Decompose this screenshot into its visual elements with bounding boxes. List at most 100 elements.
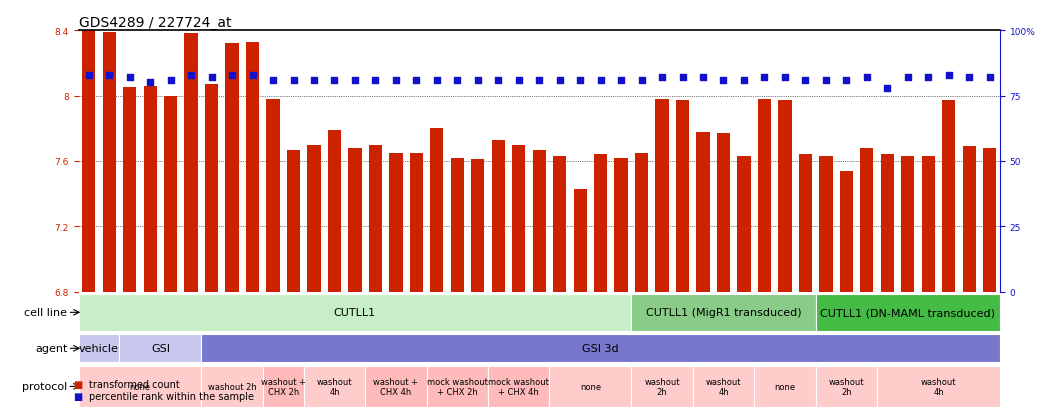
Point — [878, 85, 895, 92]
Text: washout
2h: washout 2h — [644, 377, 680, 396]
Point — [531, 77, 548, 84]
Text: washout 2h: washout 2h — [207, 382, 257, 391]
Bar — [983, 149, 997, 292]
Bar — [634, 153, 648, 292]
Point — [736, 77, 753, 84]
Bar — [594, 155, 607, 292]
Point — [224, 72, 241, 79]
Point — [265, 77, 282, 84]
Text: CUTLL1 (DN-MAML transduced): CUTLL1 (DN-MAML transduced) — [820, 308, 996, 318]
Bar — [103, 33, 116, 292]
Bar — [631, 366, 693, 407]
Point — [715, 77, 732, 84]
Bar — [304, 366, 365, 407]
Bar — [492, 140, 505, 292]
Bar — [143, 86, 157, 292]
Bar — [369, 145, 382, 292]
Point — [203, 75, 220, 81]
Bar — [693, 366, 754, 407]
Text: CUTLL1: CUTLL1 — [334, 308, 376, 318]
Text: GSI 3d: GSI 3d — [582, 344, 619, 354]
Text: mock washout
+ CHX 4h: mock washout + CHX 4h — [488, 377, 550, 396]
Text: agent: agent — [36, 344, 67, 354]
Point — [961, 75, 978, 81]
Bar — [778, 101, 792, 292]
Point — [244, 72, 261, 79]
Point — [940, 72, 957, 79]
Point — [777, 75, 794, 81]
Bar — [737, 157, 751, 292]
Bar — [409, 153, 423, 292]
Bar — [79, 335, 119, 363]
Point — [756, 75, 773, 81]
Point — [81, 72, 97, 79]
Bar — [308, 145, 320, 292]
Bar — [263, 366, 304, 407]
Text: washout
2h: washout 2h — [828, 377, 864, 396]
Point — [552, 77, 569, 84]
Text: cell line: cell line — [24, 308, 67, 318]
Text: percentile rank within the sample: percentile rank within the sample — [89, 392, 254, 401]
Point — [859, 75, 875, 81]
Bar — [119, 335, 201, 363]
Text: CUTLL1 (MigR1 transduced): CUTLL1 (MigR1 transduced) — [646, 308, 801, 318]
Bar — [533, 150, 545, 292]
Point — [490, 77, 507, 84]
Bar — [840, 171, 853, 292]
Bar — [881, 155, 894, 292]
Bar — [921, 157, 935, 292]
Bar — [655, 100, 669, 292]
Bar — [877, 366, 1000, 407]
Bar — [205, 85, 218, 292]
Point — [387, 77, 404, 84]
Point — [183, 72, 200, 79]
Bar — [512, 145, 526, 292]
Point — [101, 72, 117, 79]
Point — [899, 75, 916, 81]
Text: washout +
CHX 2h: washout + CHX 2h — [261, 377, 306, 396]
Bar — [754, 366, 816, 407]
Point — [510, 77, 527, 84]
Point — [326, 77, 342, 84]
Text: transformed count: transformed count — [89, 379, 180, 389]
Point — [162, 77, 179, 84]
Bar — [861, 149, 873, 292]
Point — [593, 77, 609, 84]
Point — [428, 77, 445, 84]
Bar — [201, 366, 263, 407]
Text: GDS4289 / 227724_at: GDS4289 / 227724_at — [79, 16, 231, 30]
Bar — [816, 294, 1000, 331]
Bar — [553, 157, 566, 292]
Bar — [349, 149, 361, 292]
Bar — [266, 100, 280, 292]
Point — [797, 77, 814, 84]
Bar — [225, 44, 239, 292]
Point — [818, 77, 834, 84]
Bar — [816, 366, 877, 407]
Bar — [450, 158, 464, 292]
Bar — [717, 134, 730, 292]
Point — [367, 77, 384, 84]
Bar — [426, 366, 488, 407]
Bar — [328, 131, 341, 292]
Point — [674, 75, 691, 81]
Point — [653, 75, 670, 81]
Bar — [631, 294, 816, 331]
Bar — [574, 189, 586, 292]
Bar — [901, 157, 914, 292]
Bar — [79, 366, 201, 407]
Text: vehicle: vehicle — [80, 344, 119, 354]
Bar — [550, 366, 631, 407]
Bar — [430, 129, 444, 292]
Text: washout
4h: washout 4h — [920, 377, 956, 396]
Text: none: none — [130, 382, 151, 391]
Bar — [615, 158, 628, 292]
Bar — [365, 366, 426, 407]
Point — [920, 75, 937, 81]
Text: washout +
CHX 4h: washout + CHX 4h — [374, 377, 419, 396]
Bar — [488, 366, 550, 407]
Point — [633, 77, 650, 84]
Bar — [124, 88, 136, 292]
Bar — [79, 294, 631, 331]
Point — [612, 77, 629, 84]
